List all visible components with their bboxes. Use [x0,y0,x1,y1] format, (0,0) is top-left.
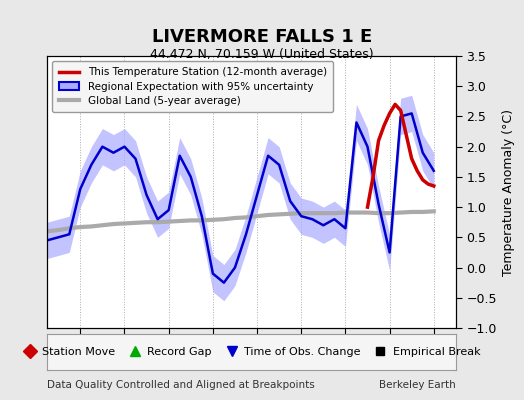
Text: Berkeley Earth: Berkeley Earth [379,380,456,390]
Legend: This Temperature Station (12-month average), Regional Expectation with 95% uncer: This Temperature Station (12-month avera… [52,61,333,112]
Y-axis label: Temperature Anomaly (°C): Temperature Anomaly (°C) [503,108,515,276]
Legend: Station Move, Record Gap, Time of Obs. Change, Empirical Break: Station Move, Record Gap, Time of Obs. C… [18,342,485,362]
Text: LIVERMORE FALLS 1 E: LIVERMORE FALLS 1 E [152,28,372,46]
Text: Data Quality Controlled and Aligned at Breakpoints: Data Quality Controlled and Aligned at B… [47,380,315,390]
Text: 44.472 N, 70.159 W (United States): 44.472 N, 70.159 W (United States) [150,48,374,61]
